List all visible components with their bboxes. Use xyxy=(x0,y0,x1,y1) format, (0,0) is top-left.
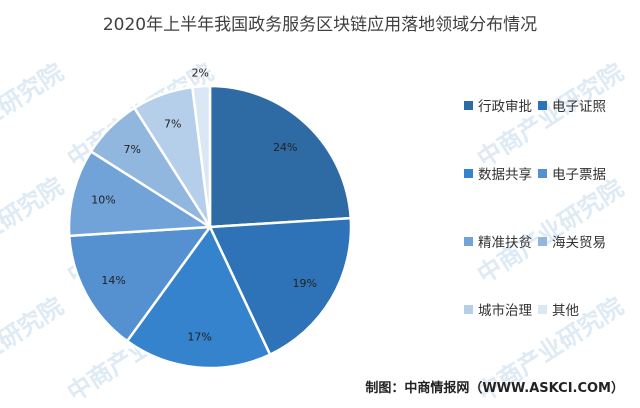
slice-data-label: 7% xyxy=(164,118,181,131)
pie-slice xyxy=(190,84,212,228)
pie-slice xyxy=(208,84,353,229)
slice-data-label: 14% xyxy=(101,274,125,287)
slice-data-label: 17% xyxy=(187,331,211,344)
source-note: 制图：中商情报网（WWW.ASKCI.COM） xyxy=(365,381,624,396)
pie-slice xyxy=(67,149,214,238)
pie-slice xyxy=(208,216,353,357)
slice-data-label: 7% xyxy=(123,143,140,156)
slice-data-label: 2% xyxy=(192,66,209,79)
pie-slice xyxy=(67,225,213,343)
slice-data-label: 10% xyxy=(91,194,115,207)
pie-slice xyxy=(125,224,272,370)
slice-data-label: 24% xyxy=(273,141,297,154)
chart-title: 2020年上半年我国政务服务区块链应用落地领域分布情况 xyxy=(102,15,538,35)
slice-data-label: 19% xyxy=(292,277,316,290)
